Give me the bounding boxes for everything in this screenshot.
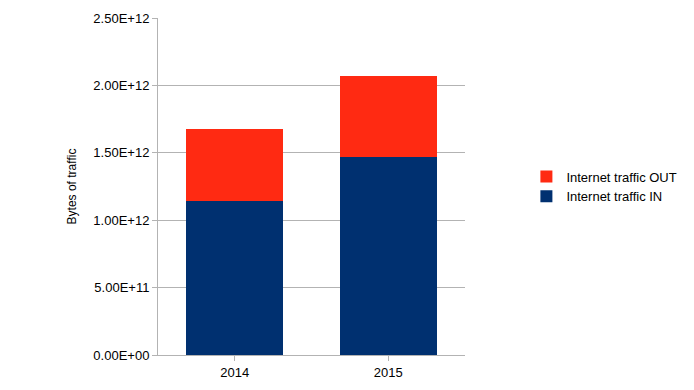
svg-text:Bytes of traffic: Bytes of traffic — [65, 149, 79, 225]
svg-text:Internet traffic IN: Internet traffic IN — [566, 189, 662, 204]
svg-text:Internet traffic OUT: Internet traffic OUT — [566, 170, 676, 185]
svg-text:0.00E+00: 0.00E+00 — [93, 348, 149, 363]
svg-text:1.00E+12: 1.00E+12 — [93, 213, 149, 228]
svg-text:1.50E+12: 1.50E+12 — [93, 145, 149, 160]
svg-text:2015: 2015 — [374, 365, 403, 380]
svg-text:5.00E+11: 5.00E+11 — [94, 280, 149, 295]
svg-text:2.50E+12: 2.50E+12 — [93, 11, 149, 26]
svg-text:2014: 2014 — [220, 365, 249, 380]
svg-text:2.00E+12: 2.00E+12 — [93, 78, 149, 93]
